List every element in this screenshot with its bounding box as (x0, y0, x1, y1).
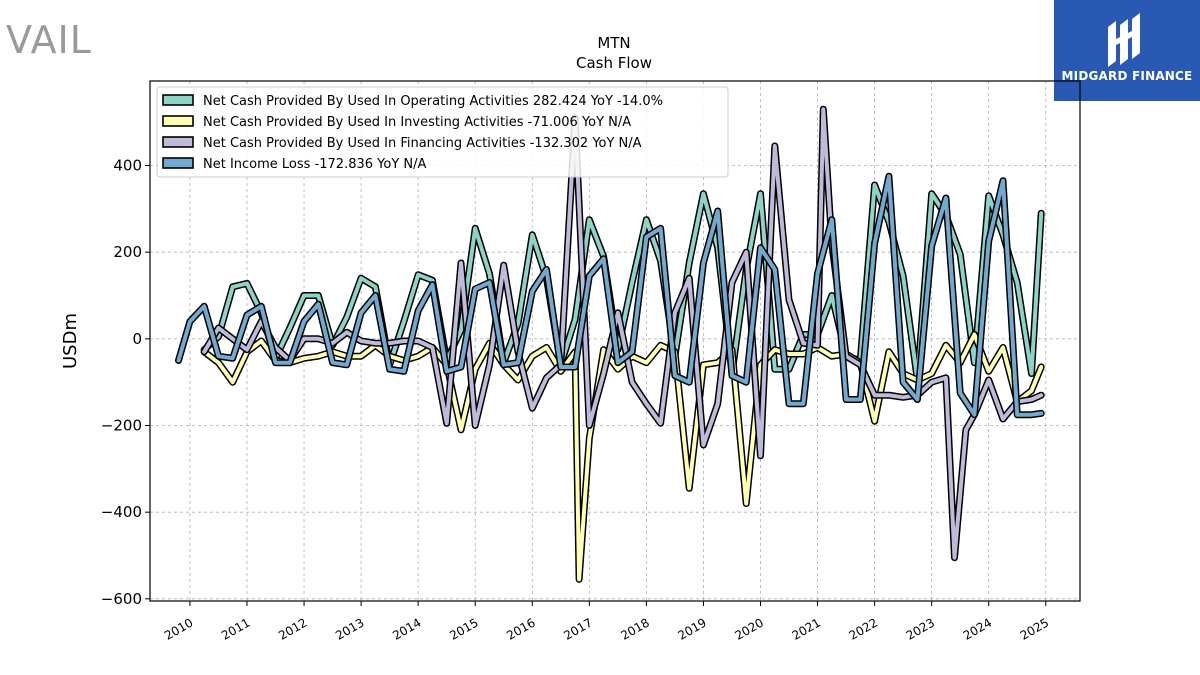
legend-swatch (162, 157, 194, 169)
x-tick-label: 2014 (390, 615, 423, 642)
x-tick-label: 2015 (447, 615, 480, 642)
x-tick-label: 2024 (961, 615, 994, 642)
legend-entry: Net Cash Provided By Used In Financing A… (203, 136, 642, 151)
legend-entry: Net Cash Provided By Used In Operating A… (203, 94, 663, 109)
x-tick-label: 2020 (733, 615, 766, 642)
legend-entry: Net Cash Provided By Used In Investing A… (203, 115, 631, 130)
y-tick-label: 0 (132, 330, 142, 348)
x-tick-label: 2016 (504, 615, 537, 642)
legend-box (156, 86, 729, 178)
y-axis-label: USDm (60, 313, 81, 369)
y-tick-label: 200 (113, 243, 142, 261)
y-tick-label: −200 (101, 417, 142, 435)
series-line-0 (202, 183, 1044, 382)
legend-swatch (162, 136, 194, 148)
y-tick-label: 400 (113, 157, 142, 175)
x-tick-label: 2025 (1018, 615, 1051, 642)
legend: Net Cash Provided By Used In Operating A… (156, 86, 729, 178)
legend-swatch (162, 94, 194, 106)
x-tick-label: 2021 (790, 615, 823, 642)
legend-swatch (162, 115, 194, 127)
chart-subtitle: Cash Flow (576, 54, 652, 72)
x-tick-label: 2013 (333, 615, 366, 642)
plot-frame (149, 80, 1081, 602)
y-tick-label: −400 (101, 503, 142, 521)
x-tick-label: 2011 (219, 615, 252, 642)
legend-entry: Net Income Loss -172.836 YoY N/A (203, 157, 426, 172)
x-tick-label: 2022 (847, 615, 880, 642)
x-tick-label: 2019 (675, 615, 708, 642)
series-layer (175, 105, 1045, 583)
vail-logo: VAIL (6, 18, 92, 62)
chart-title: MTN (597, 34, 630, 52)
midgard-logo-text: MIDGARD FINANCE (1061, 69, 1193, 83)
series-line-3 (176, 174, 1044, 417)
midgard-logo-icon (1108, 13, 1140, 67)
x-tick-label: 2010 (162, 615, 195, 642)
x-tick-label: 2017 (561, 615, 594, 642)
x-tick-label: 2018 (618, 615, 651, 642)
y-tick-label: −600 (101, 590, 142, 608)
x-tick-label: 2012 (276, 615, 309, 642)
x-tick-label: 2023 (904, 615, 937, 642)
midgard-finance-logo: MIDGARD FINANCE (1054, 0, 1200, 101)
